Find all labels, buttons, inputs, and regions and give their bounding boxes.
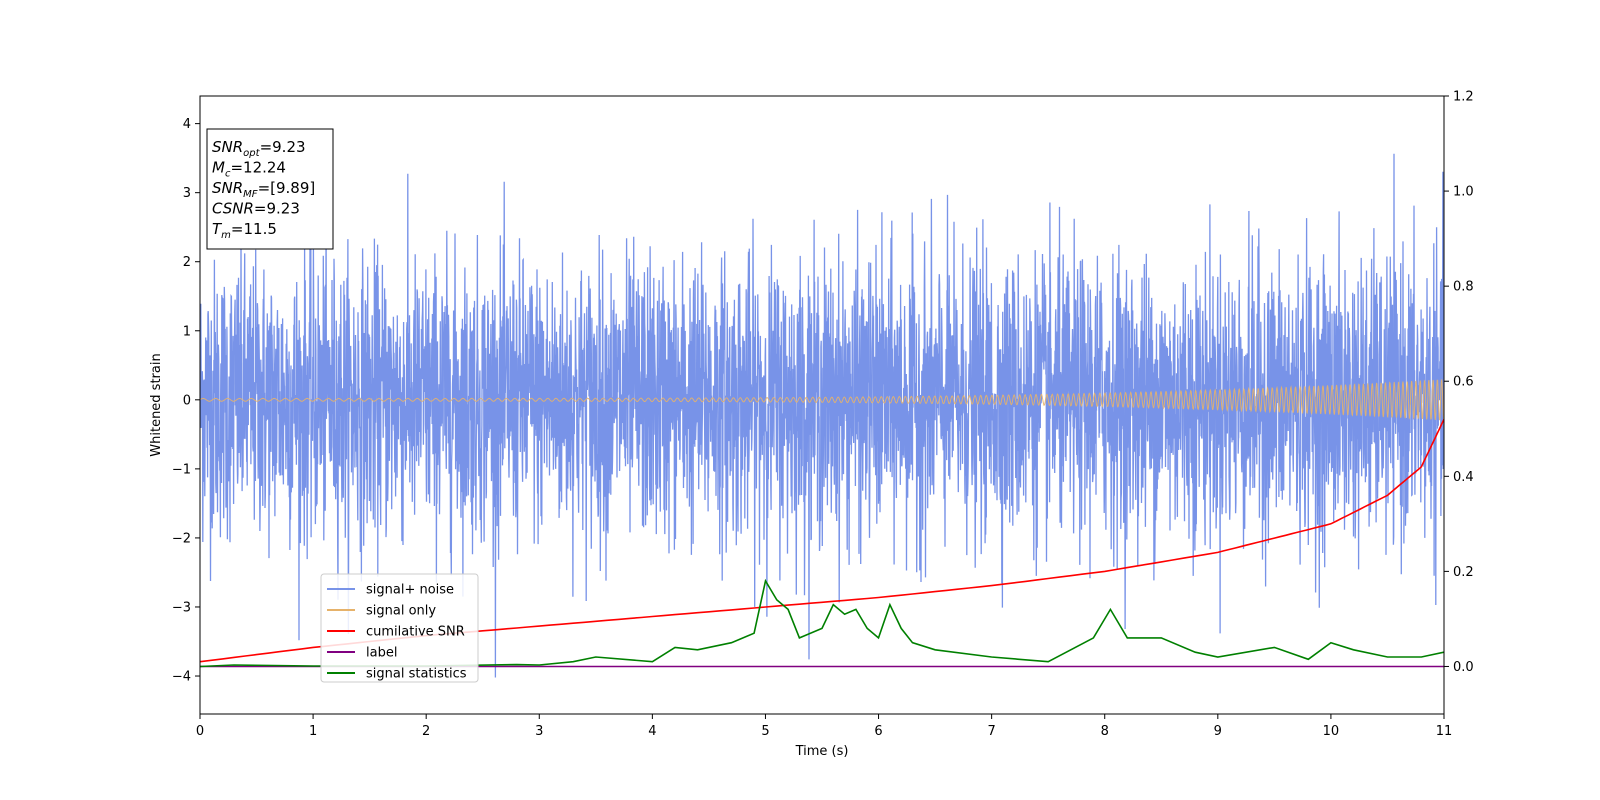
y-right-tick-label: 0.8 [1453, 280, 1474, 295]
y-right-tick-label: 0.2 [1453, 565, 1474, 580]
y-left-tick-label: −1 [172, 462, 191, 477]
x-tick-label: 1 [309, 724, 317, 739]
annotation-box: SNRopt=9.23Mc=12.24SNRMF=[9.89]CSNR=9.23… [206, 128, 334, 250]
x-tick-label: 9 [1214, 724, 1222, 739]
series-signal-only-line [200, 379, 1444, 422]
x-axis-label: Time (s) [795, 744, 849, 759]
x-tick-label: 3 [535, 724, 543, 739]
y-right-tick-label: 0.4 [1453, 470, 1474, 485]
legend-label: cumilative SNR [366, 625, 465, 640]
y-left-tick-label: −2 [172, 531, 191, 546]
x-axis-ticks: 0 1 2 3 4 5 6 7 8 9 10 11 [196, 714, 1452, 739]
y-left-tick-label: 1 [183, 324, 191, 339]
legend-frame [320, 573, 479, 683]
series-signal-statistics-line [200, 578, 1444, 668]
y-right-tick-label: 1.2 [1453, 90, 1474, 105]
y-axis-left-label: Whitened strain [149, 353, 164, 456]
y-right-tick-label: 0.0 [1453, 660, 1474, 675]
legend-label: signal statistics [366, 667, 467, 682]
x-tick-label: 4 [648, 724, 656, 739]
y-left-tick-label: −3 [172, 600, 191, 615]
series-signal-noise-line [200, 153, 1444, 678]
annotation-line: Mc=12.24 [212, 159, 286, 180]
annotation-line: SNRopt=9.23 [212, 138, 306, 159]
legend-items: signal+ noise signal only cumilative SNR la… [327, 583, 467, 682]
x-tick-label: 2 [422, 724, 430, 739]
annotation-lines: SNRopt=9.23Mc=12.24SNRMF=[9.89]CSNR=9.23… [212, 138, 315, 241]
y-right-tick-label: 0.6 [1453, 375, 1474, 390]
legend-item-cumulative-snr: cumilative SNR [327, 625, 465, 640]
legend-item-signal-noise: signal+ noise [327, 583, 454, 598]
legend-label: signal only [366, 604, 436, 619]
y-axis-right-ticks: 0.0 0.2 0.4 0.6 0.8 1.0 1.2 [1444, 90, 1474, 675]
x-tick-label: 11 [1436, 724, 1453, 739]
x-tick-label: 0 [196, 724, 204, 739]
legend-item-label: label [327, 646, 397, 661]
legend-label: label [366, 646, 397, 661]
x-tick-label: 7 [987, 724, 995, 739]
y-left-tick-label: 4 [183, 117, 191, 132]
y-left-tick-label: 3 [183, 186, 191, 201]
y-left-tick-label: −4 [172, 670, 191, 685]
legend-item-signal-only: signal only [327, 604, 436, 619]
legend: signal+ noise signal only cumilative SNR la… [320, 573, 479, 683]
x-tick-label: 5 [761, 724, 769, 739]
y-right-tick-label: 1.0 [1453, 185, 1474, 200]
annotation-frame [206, 128, 334, 250]
x-tick-label: 8 [1101, 724, 1109, 739]
y-axis-left-ticks: −4 −3 −2 −1 0 1 2 3 4 [172, 117, 200, 685]
annotation-line: Tm=11.5 [212, 220, 277, 241]
plot-frame [199, 95, 1445, 715]
annotation-line: CSNR=9.23 [212, 200, 300, 218]
y-left-tick-label: 0 [183, 393, 191, 408]
x-tick-label: 6 [874, 724, 882, 739]
x-tick-label: 10 [1323, 724, 1340, 739]
y-left-tick-label: 2 [183, 255, 191, 270]
annotation-line: SNRMF=[9.89] [212, 179, 315, 200]
legend-label: signal+ noise [366, 583, 454, 598]
legend-item-signal-statistics: signal statistics [327, 667, 467, 682]
